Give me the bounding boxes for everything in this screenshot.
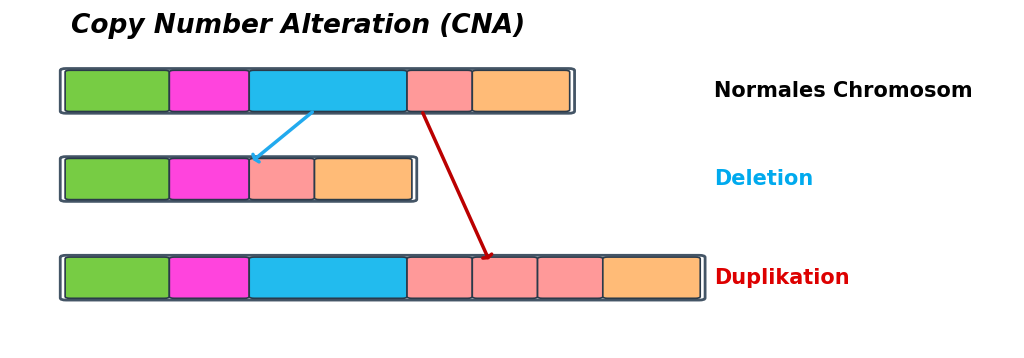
FancyBboxPatch shape [66,70,169,111]
FancyBboxPatch shape [472,257,538,298]
FancyBboxPatch shape [472,70,569,111]
FancyBboxPatch shape [169,158,249,200]
FancyBboxPatch shape [314,158,412,200]
FancyBboxPatch shape [407,257,472,298]
FancyBboxPatch shape [66,158,169,200]
Text: Deletion: Deletion [714,169,813,189]
FancyBboxPatch shape [407,70,472,111]
FancyBboxPatch shape [603,257,700,298]
FancyBboxPatch shape [249,70,407,111]
FancyBboxPatch shape [60,156,417,202]
FancyBboxPatch shape [60,68,574,113]
Text: Copy Number Alteration (CNA): Copy Number Alteration (CNA) [71,13,525,39]
FancyBboxPatch shape [169,257,249,298]
FancyBboxPatch shape [66,257,169,298]
Text: Normales Chromosom: Normales Chromosom [714,81,973,101]
FancyBboxPatch shape [249,257,407,298]
Text: Duplikation: Duplikation [714,268,850,288]
FancyBboxPatch shape [538,257,603,298]
FancyBboxPatch shape [169,70,249,111]
FancyBboxPatch shape [249,158,314,200]
FancyBboxPatch shape [60,255,706,300]
